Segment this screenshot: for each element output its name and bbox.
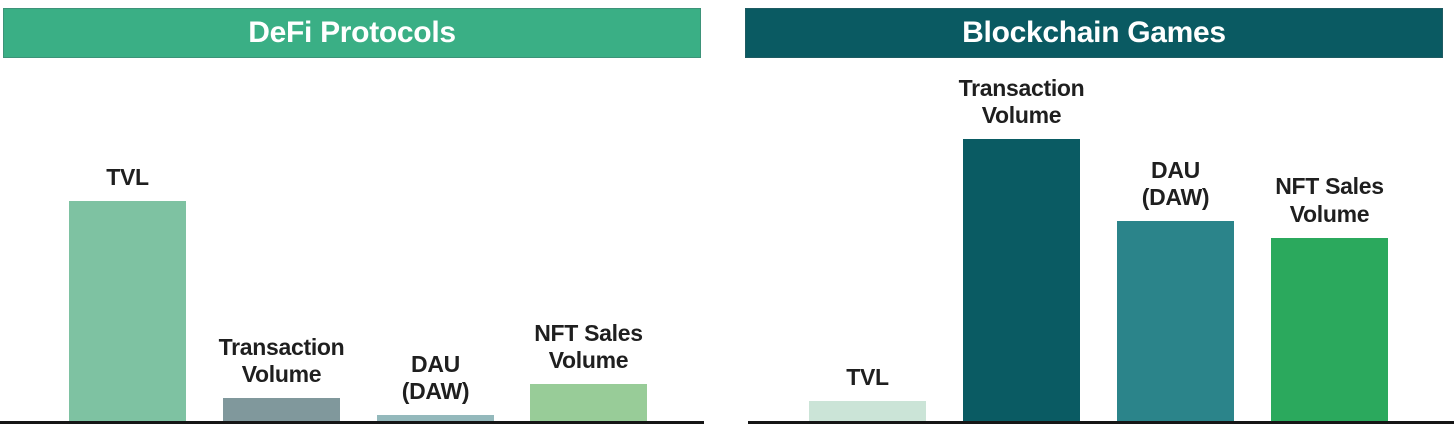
- bar-nft-sales-volume: [530, 384, 647, 421]
- bar-dau-daw: [377, 415, 494, 421]
- bar-label-tvl: TVL: [846, 364, 889, 391]
- defi-protocols-title-band: DeFi Protocols: [3, 8, 701, 58]
- bar-tvl: [69, 201, 186, 421]
- bar-group-transaction-volume: Transaction Volume: [219, 334, 345, 421]
- blockchain-games-panel: Blockchain Games TVL Transaction Volume …: [728, 0, 1456, 429]
- bar-group-nft-sales-volume: NFT Sales Volume: [1271, 173, 1388, 421]
- bar-tvl: [809, 401, 926, 421]
- bar-transaction-volume: [223, 398, 340, 421]
- bar-label-transaction-volume: Transaction Volume: [958, 74, 1085, 128]
- bar-label-transaction-volume: Transaction Volume: [218, 334, 345, 388]
- bar-transaction-volume: [963, 139, 1080, 421]
- bar-group-dau-daw: DAU (DAW): [1117, 157, 1234, 421]
- bar-group-tvl: TVL: [69, 164, 186, 421]
- blockchain-games-title-band: Blockchain Games: [745, 8, 1443, 58]
- bar-label-nft-sales-volume: NFT Sales Volume: [1275, 173, 1384, 227]
- defi-protocols-title: DeFi Protocols: [248, 16, 456, 49]
- x-axis-line: [748, 421, 1454, 424]
- blockchain-games-plot: TVL Transaction Volume DAU (DAW) NFT Sal…: [728, 0, 1456, 429]
- x-axis-line: [0, 421, 704, 424]
- bar-group-dau-daw: DAU (DAW): [377, 351, 494, 421]
- bar-nft-sales-volume: [1271, 237, 1388, 421]
- bar-label-tvl: TVL: [106, 163, 149, 190]
- bar-group-transaction-volume: Transaction Volume: [959, 75, 1085, 421]
- bar-label-dau-daw: DAU (DAW): [401, 351, 470, 405]
- bar-dau-daw: [1117, 220, 1234, 421]
- bar-label-nft-sales-volume: NFT Sales Volume: [534, 320, 643, 374]
- bar-label-dau-daw: DAU (DAW): [1141, 156, 1210, 210]
- defi-protocols-panel: DeFi Protocols TVL Transaction Volume DA…: [0, 8, 704, 424]
- bar-group-tvl: TVL: [809, 364, 926, 421]
- blockchain-games-title: Blockchain Games: [962, 16, 1226, 49]
- defi-protocols-plot: TVL Transaction Volume DAU (DAW) NFT Sal…: [0, 164, 704, 424]
- bar-group-nft-sales-volume: NFT Sales Volume: [530, 320, 647, 421]
